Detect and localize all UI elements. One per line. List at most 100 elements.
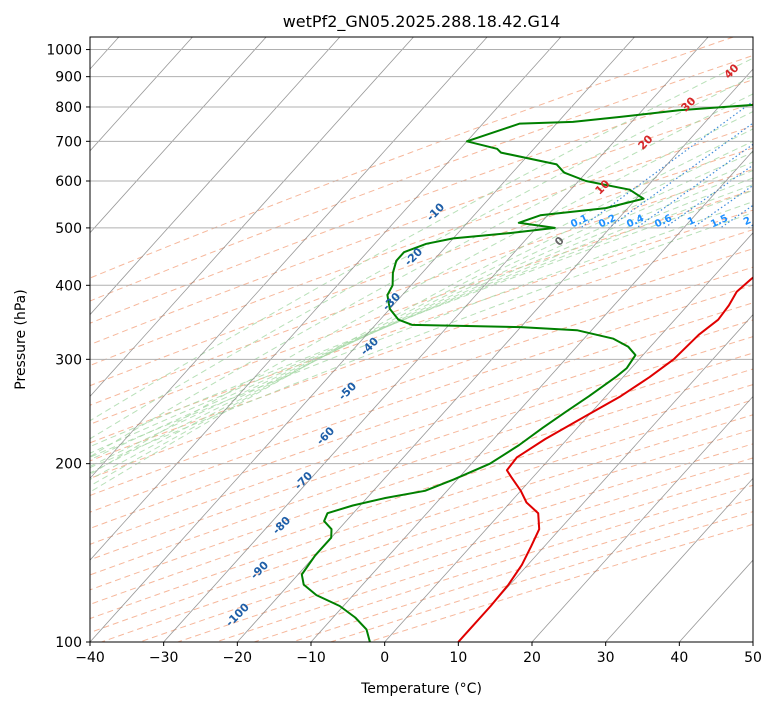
- dry-adiabat: [90, 189, 753, 425]
- x-tick-label: 10: [449, 650, 467, 666]
- dry-adiabat: [368, 523, 753, 642]
- mixing-ratio-line: [608, 122, 753, 229]
- mixing-ratio-label: 3: [770, 215, 775, 228]
- dry-adiabat: [90, 248, 753, 479]
- isotherm: [90, 37, 341, 316]
- moist-adiabat: [90, 169, 753, 467]
- y-tick-label: 600: [55, 174, 82, 190]
- isotherm: [90, 37, 414, 398]
- x-tick-label: 20: [523, 650, 541, 666]
- dry-adiabat: [90, 102, 753, 346]
- dry-adiabat: [90, 336, 753, 561]
- mixing-ratio-line: [636, 143, 753, 229]
- x-tick-label: 0: [380, 650, 389, 666]
- moist-adiabat-label: 40: [722, 61, 742, 81]
- mixing-ratio-line: [748, 224, 753, 229]
- x-tick-label: 50: [744, 650, 762, 666]
- isotherm: [90, 37, 488, 479]
- y-tick-label: 100: [55, 635, 82, 651]
- moist-adiabat-label: 30: [679, 94, 699, 114]
- dry-adiabat: [90, 384, 753, 605]
- isotherm: [90, 37, 562, 561]
- moist-adiabat: [90, 184, 753, 454]
- isotherm: [458, 313, 753, 642]
- dry-adiabat: [90, 37, 734, 279]
- moist-adiabat: [90, 57, 753, 422]
- dry-adiabat: [90, 54, 753, 302]
- temperature-line: [457, 276, 753, 642]
- y-axis-label: Pressure (hPa): [13, 289, 29, 389]
- x-tick-label: −40: [75, 650, 105, 666]
- dry-adiabat: [90, 266, 753, 497]
- dry-adiabat: [90, 147, 753, 387]
- isotherm: [384, 232, 753, 642]
- x-tick-label: 30: [597, 650, 615, 666]
- dry-adiabat: [90, 414, 753, 634]
- moist-adiabat: [90, 128, 753, 493]
- moist-adiabat: [90, 140, 753, 487]
- x-tick-label: 40: [670, 650, 688, 666]
- dry-adiabat: [215, 471, 753, 642]
- y-tick-label: 300: [55, 352, 82, 368]
- moist-adiabat-label: 0: [552, 234, 567, 249]
- moist-adiabat: [90, 212, 753, 469]
- moist-adiabat-label: 20: [636, 132, 656, 152]
- dry-adiabat: [101, 428, 753, 642]
- isotherm: [605, 477, 753, 642]
- x-tick-label: −10: [296, 650, 326, 666]
- isotherm: [163, 37, 709, 642]
- dry-adiabat-label: -80: [270, 514, 293, 537]
- dry-adiabat: [90, 125, 753, 367]
- dry-adiabat: [90, 302, 753, 529]
- moist-adiabat: [90, 110, 753, 476]
- y-axis: 100 200 300 400 500 600 700 800 900 1000: [46, 43, 90, 651]
- dewpoint-line: [300, 103, 753, 642]
- dry-adiabat: [90, 284, 753, 513]
- y-tick-label: 400: [55, 278, 82, 294]
- moist-adiabat: [90, 161, 753, 474]
- dry-adiabat-label: -10: [424, 200, 447, 223]
- y-tick-label: 500: [55, 221, 82, 237]
- y-tick-label: 1000: [46, 43, 82, 59]
- mixing-ratio-label: 1: [686, 215, 697, 228]
- dry-adiabat: [90, 209, 753, 444]
- dry-adiabat: [90, 368, 753, 591]
- chart-title: wetPf2_GN05.2025.288.18.42.G14: [283, 12, 561, 32]
- y-tick-label: 800: [55, 100, 82, 116]
- isotherm: [531, 395, 753, 642]
- isotherm: [90, 37, 267, 234]
- moist-adiabat-label: 10: [593, 177, 613, 197]
- y-tick-label: 700: [55, 134, 82, 150]
- mixing-ratio-label: 2: [742, 215, 753, 228]
- y-tick-label: 900: [55, 70, 82, 86]
- isotherm: [90, 37, 193, 152]
- dry-adiabat: [90, 352, 753, 576]
- plot-frame: [89, 36, 754, 643]
- mixing-ratio-line: [664, 164, 753, 229]
- moist-adiabat: [90, 201, 753, 458]
- moist-adiabat: [90, 75, 753, 440]
- dry-adiabat-label: -30: [380, 290, 403, 313]
- moist-adiabat: [90, 177, 753, 461]
- background-reference-lines: [90, 37, 753, 642]
- dry-adiabat: [90, 79, 753, 324]
- grid: [90, 37, 753, 642]
- moist-adiabat: [90, 151, 753, 481]
- x-axis: −40 −30 −20 −10 0 10 20 30 40 50: [75, 642, 762, 666]
- x-tick-label: −30: [149, 650, 179, 666]
- dry-adiabat: [90, 168, 753, 406]
- dry-adiabat-label: -70: [292, 469, 315, 492]
- dry-adiabat: [90, 319, 753, 545]
- x-axis-label: Temperature (°C): [360, 681, 482, 697]
- mixing-ratio-line: [580, 100, 753, 229]
- dry-adiabat-label: -60: [314, 424, 337, 447]
- x-tick-label: −20: [223, 650, 253, 666]
- moist-adiabat: [90, 189, 753, 448]
- sounding-series: [300, 103, 753, 642]
- isotherm: [310, 150, 753, 642]
- moist-adiabat: [90, 93, 753, 458]
- isotherm: [752, 641, 753, 642]
- y-tick-label: 200: [55, 457, 82, 473]
- dry-adiabat: [90, 229, 753, 462]
